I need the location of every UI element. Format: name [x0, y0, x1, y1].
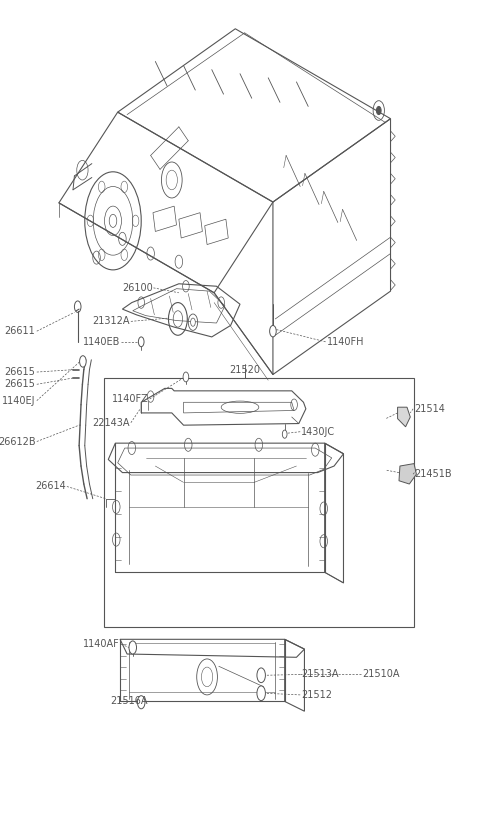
Circle shape: [137, 696, 145, 709]
Text: 21516A: 21516A: [111, 696, 148, 706]
Circle shape: [257, 686, 265, 701]
Bar: [104, 378, 414, 627]
Text: 26615: 26615: [4, 379, 36, 389]
Text: 21520: 21520: [229, 364, 260, 374]
Text: 1140EJ: 1140EJ: [2, 395, 36, 405]
Circle shape: [183, 372, 189, 382]
Text: 1430JC: 1430JC: [301, 427, 335, 437]
Circle shape: [191, 318, 195, 326]
Text: 26612B: 26612B: [0, 436, 36, 446]
Text: 21510A: 21510A: [362, 670, 400, 680]
Circle shape: [270, 325, 276, 337]
Polygon shape: [399, 464, 416, 484]
Text: 1140EB: 1140EB: [83, 337, 120, 347]
Circle shape: [138, 337, 144, 347]
Circle shape: [109, 214, 117, 228]
Text: 26100: 26100: [122, 283, 153, 293]
Text: 1140FH: 1140FH: [327, 337, 364, 347]
Text: 1140FZ: 1140FZ: [111, 394, 148, 404]
Circle shape: [257, 668, 265, 682]
Text: 1140AF: 1140AF: [84, 639, 120, 649]
Text: 26611: 26611: [5, 326, 36, 336]
Text: 26614: 26614: [35, 481, 66, 491]
Text: 26615: 26615: [4, 367, 36, 377]
Polygon shape: [397, 407, 410, 427]
Circle shape: [282, 430, 287, 438]
Text: 21451B: 21451B: [414, 470, 452, 480]
Text: 21514: 21514: [414, 404, 445, 414]
Circle shape: [80, 356, 86, 367]
Text: 21312A: 21312A: [92, 316, 130, 326]
Text: 22143A: 22143A: [92, 418, 130, 428]
Circle shape: [376, 107, 381, 114]
Text: 21513A: 21513A: [301, 670, 339, 680]
Text: 21512: 21512: [301, 690, 332, 700]
Circle shape: [129, 641, 136, 654]
